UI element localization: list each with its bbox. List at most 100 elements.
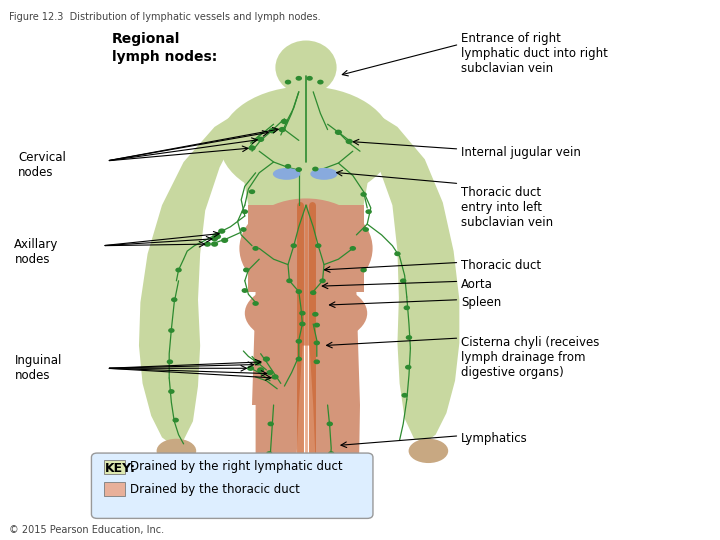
Ellipse shape <box>350 246 356 251</box>
Ellipse shape <box>268 421 274 427</box>
Text: Entrance of right
lymphatic duct into right
subclavian vein: Entrance of right lymphatic duct into ri… <box>461 32 608 76</box>
Polygon shape <box>256 405 299 491</box>
Ellipse shape <box>242 209 248 214</box>
Ellipse shape <box>300 321 305 326</box>
Ellipse shape <box>281 119 288 124</box>
Ellipse shape <box>361 267 367 272</box>
Ellipse shape <box>173 418 179 422</box>
Ellipse shape <box>157 438 197 463</box>
Ellipse shape <box>266 370 274 375</box>
Ellipse shape <box>406 335 412 340</box>
Text: Axillary
nodes: Axillary nodes <box>14 238 59 266</box>
Ellipse shape <box>266 451 272 456</box>
Ellipse shape <box>245 281 367 346</box>
Ellipse shape <box>314 322 320 327</box>
Ellipse shape <box>296 167 302 172</box>
Ellipse shape <box>254 360 261 366</box>
Text: Drained by the thoracic duct: Drained by the thoracic duct <box>130 483 300 496</box>
Ellipse shape <box>307 76 313 80</box>
Polygon shape <box>374 113 459 443</box>
Ellipse shape <box>285 80 291 85</box>
Ellipse shape <box>362 227 369 232</box>
Ellipse shape <box>252 486 299 505</box>
Ellipse shape <box>327 421 333 427</box>
Ellipse shape <box>249 189 255 194</box>
Ellipse shape <box>211 241 218 247</box>
Ellipse shape <box>314 360 320 365</box>
Polygon shape <box>139 113 238 446</box>
Ellipse shape <box>168 389 174 394</box>
Ellipse shape <box>361 192 367 197</box>
Ellipse shape <box>271 374 279 380</box>
Ellipse shape <box>218 228 225 234</box>
Text: Internal jugular vein: Internal jugular vein <box>461 146 580 159</box>
Text: Cisterna chyli (receives
lymph drainage from
digestive organs): Cisterna chyli (receives lymph drainage … <box>461 336 599 379</box>
Ellipse shape <box>171 297 178 302</box>
Ellipse shape <box>275 40 337 94</box>
Ellipse shape <box>290 243 297 248</box>
Ellipse shape <box>395 252 401 256</box>
Ellipse shape <box>320 279 325 283</box>
Text: Spleen: Spleen <box>461 296 501 309</box>
Ellipse shape <box>409 438 448 463</box>
Text: Cervical
nodes: Cervical nodes <box>18 151 66 179</box>
Ellipse shape <box>211 236 218 241</box>
Ellipse shape <box>204 241 211 247</box>
Bar <box>104 482 125 496</box>
Ellipse shape <box>176 267 181 272</box>
Ellipse shape <box>402 393 408 397</box>
Polygon shape <box>252 292 306 405</box>
Ellipse shape <box>240 227 246 232</box>
Ellipse shape <box>310 168 338 180</box>
Polygon shape <box>306 292 360 405</box>
Text: Lymphatics: Lymphatics <box>461 432 528 445</box>
Ellipse shape <box>257 367 264 373</box>
Polygon shape <box>292 86 320 100</box>
Ellipse shape <box>296 356 302 362</box>
Ellipse shape <box>296 339 302 344</box>
Ellipse shape <box>285 164 291 169</box>
Ellipse shape <box>315 243 322 248</box>
Ellipse shape <box>220 86 392 200</box>
Ellipse shape <box>400 279 407 283</box>
Ellipse shape <box>296 289 302 294</box>
Ellipse shape <box>317 80 324 85</box>
Text: Thoracic duct
entry into left
subclavian vein: Thoracic duct entry into left subclavian… <box>461 186 553 230</box>
Ellipse shape <box>346 139 353 144</box>
Ellipse shape <box>365 209 372 214</box>
Ellipse shape <box>287 279 292 283</box>
Text: © 2015 Pearson Education, Inc.: © 2015 Pearson Education, Inc. <box>9 524 163 535</box>
Ellipse shape <box>312 312 319 316</box>
Ellipse shape <box>239 198 373 298</box>
Ellipse shape <box>279 127 286 132</box>
Ellipse shape <box>257 137 264 142</box>
Ellipse shape <box>252 301 259 306</box>
Ellipse shape <box>310 290 317 295</box>
Bar <box>104 460 125 474</box>
Ellipse shape <box>314 341 320 346</box>
Ellipse shape <box>300 311 305 315</box>
Ellipse shape <box>221 238 228 243</box>
Ellipse shape <box>312 166 319 172</box>
Ellipse shape <box>273 168 300 180</box>
Ellipse shape <box>252 246 259 251</box>
Ellipse shape <box>269 128 276 133</box>
Text: Figure 12.3  Distribution of lymphatic vessels and lymph nodes.: Figure 12.3 Distribution of lymphatic ve… <box>9 12 320 22</box>
Ellipse shape <box>317 486 363 505</box>
Ellipse shape <box>335 130 342 135</box>
Text: Inguinal
nodes: Inguinal nodes <box>14 354 62 382</box>
Text: Regional
lymph nodes:: Regional lymph nodes: <box>112 32 217 64</box>
Text: Drained by the right lymphatic duct: Drained by the right lymphatic duct <box>130 460 343 473</box>
Polygon shape <box>234 124 378 243</box>
Polygon shape <box>313 405 360 491</box>
Ellipse shape <box>405 365 412 369</box>
Ellipse shape <box>263 356 270 362</box>
Ellipse shape <box>242 288 248 293</box>
Ellipse shape <box>403 306 410 310</box>
Ellipse shape <box>243 267 250 272</box>
Ellipse shape <box>214 234 221 239</box>
Polygon shape <box>248 205 364 292</box>
Ellipse shape <box>328 451 334 456</box>
Ellipse shape <box>168 328 174 333</box>
Ellipse shape <box>248 145 256 151</box>
